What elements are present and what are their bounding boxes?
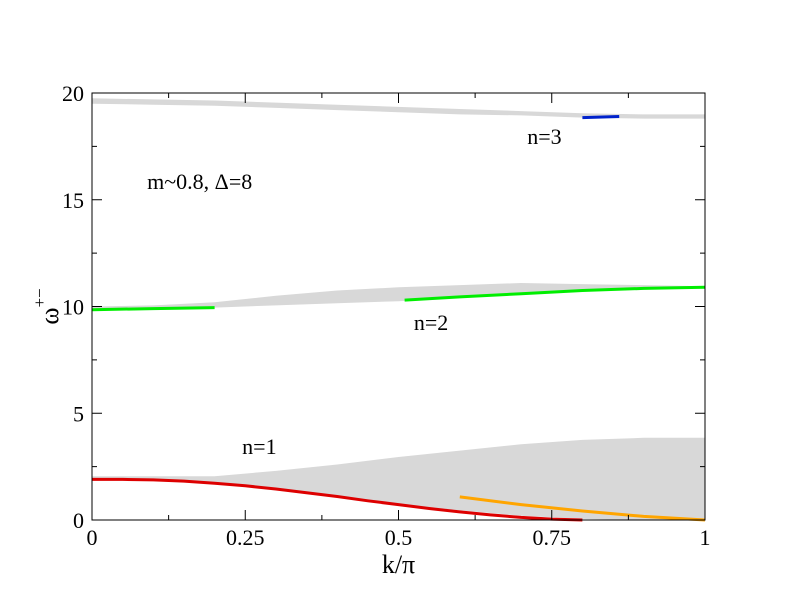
annotation-layer: m~0.8, Δ=8 n=3 n=2 n=1 xyxy=(147,124,561,459)
y-tick-label: 20 xyxy=(62,81,84,106)
x-axis-label: k/π xyxy=(382,550,415,579)
y-axis-superscript: +− xyxy=(30,288,49,307)
y-tick-label: 0 xyxy=(73,508,84,533)
series-layer xyxy=(91,115,706,522)
x-tick-label: 1 xyxy=(700,525,711,550)
continuum-band-1 xyxy=(92,98,705,119)
series-line-4 xyxy=(404,285,706,302)
series-line-2 xyxy=(459,495,706,522)
x-tick-label: 0.75 xyxy=(533,525,572,550)
annotation-label: n=3 xyxy=(527,124,561,149)
y-tick-label: 5 xyxy=(73,401,84,426)
x-tick-label: 0.25 xyxy=(226,525,265,550)
y-axis-label: ω+− xyxy=(30,288,64,324)
annotation-label: n=1 xyxy=(242,434,276,459)
continuum-band-2 xyxy=(92,283,705,310)
y-tick-label: 15 xyxy=(62,188,84,213)
continuum-band-3 xyxy=(92,437,705,520)
annotation-label: m~0.8, Δ=8 xyxy=(147,169,252,194)
y-tick-label: 10 xyxy=(62,295,84,320)
x-tick-label: 0 xyxy=(87,525,98,550)
band-layer xyxy=(92,98,705,520)
x-tick-label: 0.5 xyxy=(385,525,413,550)
annotation-label: n=2 xyxy=(414,310,448,335)
y-axis-symbol: ω xyxy=(35,308,64,325)
series-line-3 xyxy=(91,306,215,312)
series-line-1 xyxy=(92,477,583,522)
series-line-5 xyxy=(582,115,620,120)
